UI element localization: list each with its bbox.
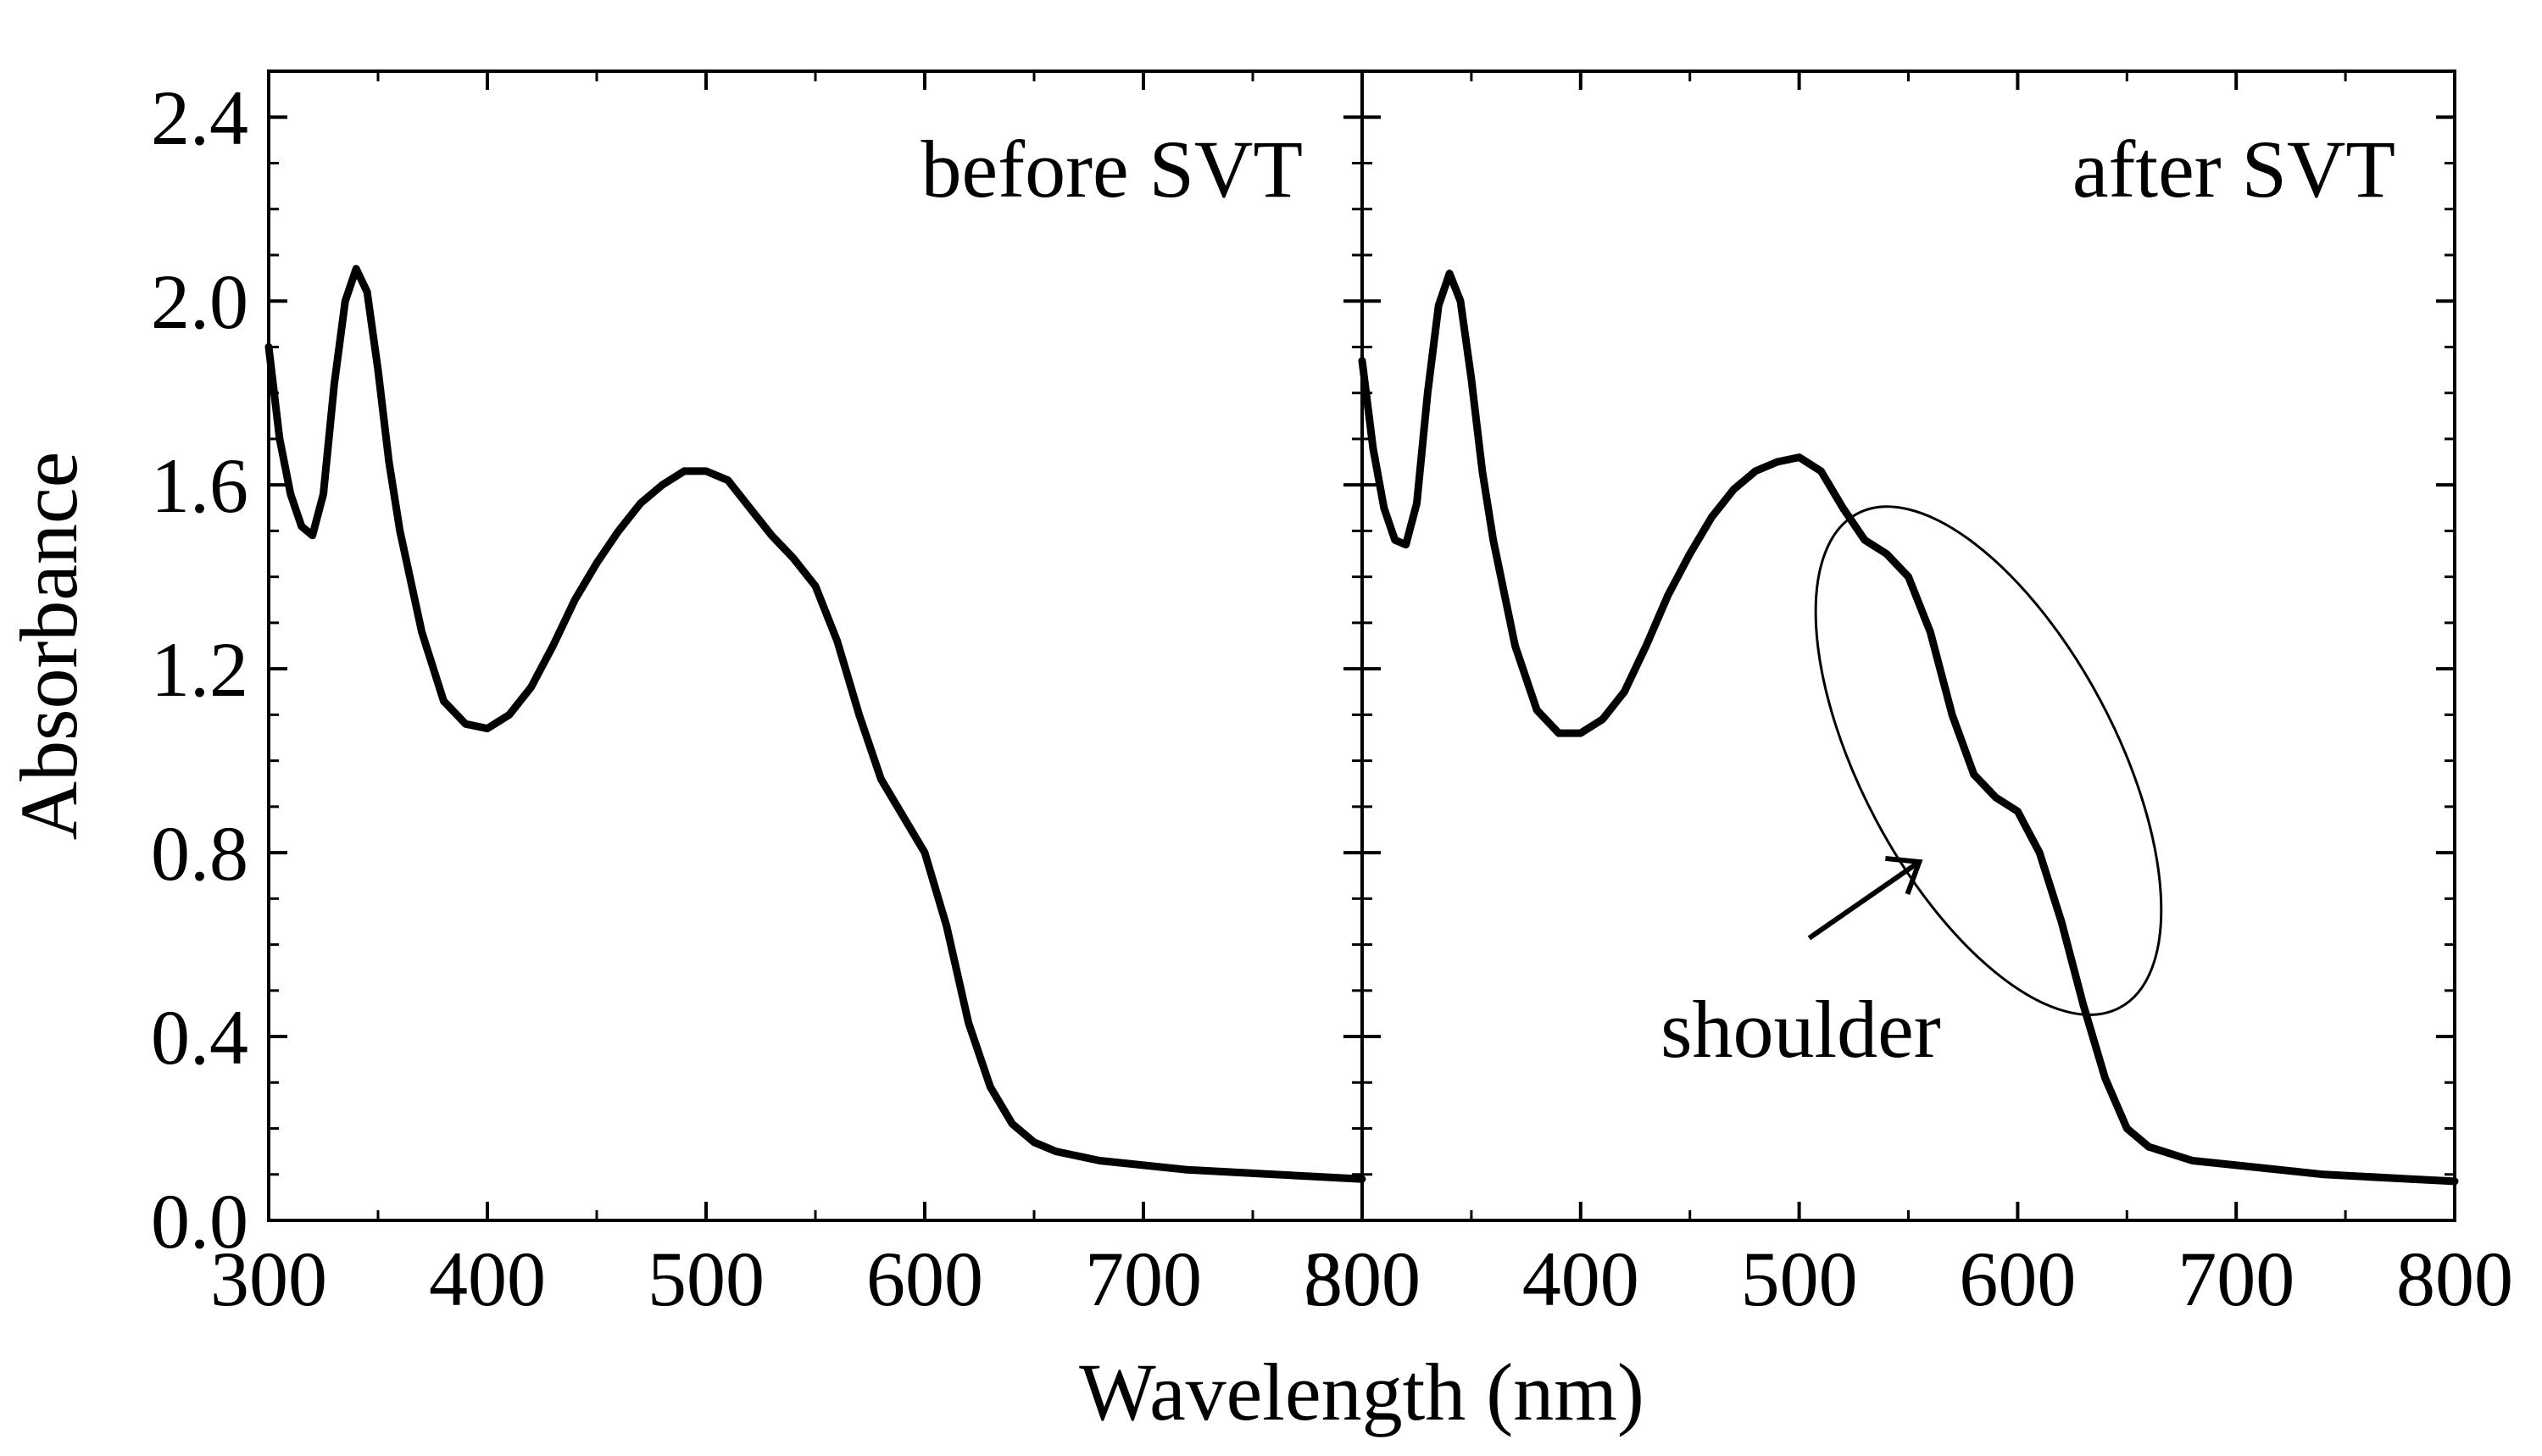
- x-tick-label: 700: [2178, 1236, 2294, 1322]
- x-tick-label: 400: [1522, 1236, 1639, 1322]
- x-tick-label: 300: [210, 1236, 327, 1322]
- x-axis-title: Wavelength (nm): [1079, 1347, 1644, 1437]
- y-axis-title: Absorbance: [3, 452, 94, 840]
- x-tick-label: 300: [1304, 1236, 1421, 1322]
- x-tick-label: 500: [648, 1236, 765, 1322]
- x-tick-label: 600: [1959, 1236, 2076, 1322]
- y-tick-label: 2.4: [151, 75, 248, 161]
- y-tick-label: 0.0: [151, 1178, 248, 1264]
- shoulder-highlight-ellipse: [1814, 505, 2163, 1016]
- y-tick-label: 0.4: [151, 994, 248, 1081]
- x-tick-label: 700: [1085, 1236, 1202, 1322]
- x-tick-label: 800: [2396, 1236, 2513, 1322]
- panel-title-1: before SVT: [921, 124, 1303, 214]
- x-tick-label: 400: [429, 1236, 546, 1322]
- shoulder-annotation: shoulder: [1660, 984, 1941, 1075]
- panel-frame-1: [267, 69, 1364, 1222]
- x-tick-label: 500: [1741, 1236, 1858, 1322]
- panel-title-2: after SVT: [2072, 124, 2395, 214]
- series-line-1: [264, 264, 1366, 1183]
- y-tick-label: 2.0: [151, 258, 248, 345]
- x-tick-label: 600: [866, 1236, 983, 1322]
- series-line-2: [1358, 270, 2459, 1186]
- y-tick-label: 0.8: [151, 810, 248, 897]
- x-tick-label: 800: [1304, 1236, 1421, 1322]
- y-tick-label: 1.6: [151, 442, 248, 529]
- shoulder-arrow-head: [1885, 855, 1923, 895]
- y-tick-label: 1.2: [151, 626, 248, 713]
- shoulder-arrow-shaft: [1807, 859, 1922, 941]
